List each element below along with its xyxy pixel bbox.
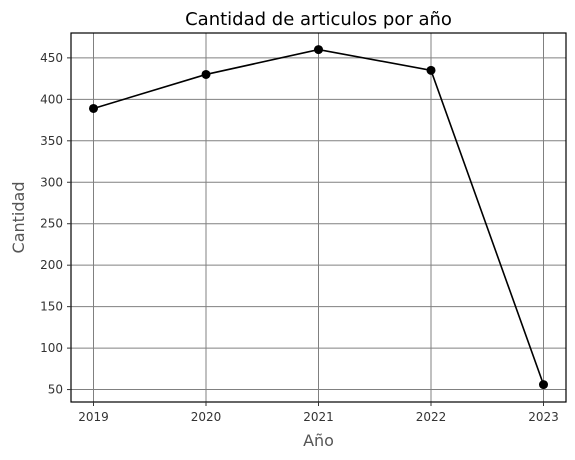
x-tick-label: 2019 <box>78 410 109 424</box>
y-tick-label: 450 <box>40 51 63 65</box>
y-tick-label: 400 <box>40 92 63 106</box>
data-point <box>314 45 323 55</box>
y-tick-label: 50 <box>48 383 63 397</box>
y-tick-label: 350 <box>40 134 63 148</box>
x-axis-label: Año <box>303 431 334 450</box>
chart-title: Cantidad de articulos por año <box>185 9 452 30</box>
x-tick-label: 2022 <box>416 410 447 424</box>
y-tick-label: 250 <box>40 217 63 231</box>
y-axis-label: Cantidad <box>9 182 28 254</box>
x-tick-label: 2021 <box>303 410 334 424</box>
tick-layer: 2019 2020 2021 2022 2023 50 100 150 200 250 300 350… <box>40 51 559 424</box>
y-tick-label: 300 <box>40 175 63 189</box>
data-point <box>89 103 98 113</box>
y-tick-label: 150 <box>40 300 63 314</box>
y-tick-label: 200 <box>40 258 63 272</box>
series-layer <box>89 45 548 390</box>
x-tick-label: 2023 <box>528 410 559 424</box>
data-point <box>539 380 548 390</box>
grid-lines <box>71 33 566 402</box>
data-point <box>426 65 436 75</box>
y-tick-label: 100 <box>40 341 63 355</box>
x-tick-label: 2020 <box>191 410 222 424</box>
data-point <box>201 69 211 79</box>
